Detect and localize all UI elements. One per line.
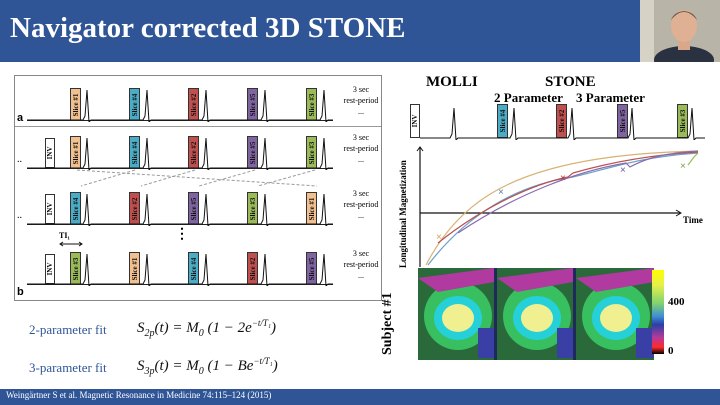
panel-a-label: a (17, 112, 24, 124)
two-parameter-fit-label: 2-parameter fit (29, 322, 107, 337)
inversion-pulse: INV (410, 104, 420, 138)
subject-label: Subject #1 (380, 292, 395, 355)
three-parameter-equation: S3p(t) = M0 (1 − Be−t/T₁) (137, 356, 278, 377)
rest-period-label: rest-period (343, 144, 379, 153)
x-axis-label: Time (683, 215, 703, 225)
rest-period-time: 3 sec (352, 85, 370, 94)
svg-text:×: × (436, 232, 442, 243)
two-parameter-equation: S2p(t) = M0 (1 − 2e−t/T₁) (137, 318, 277, 339)
panel-a: Slice #1 Slice #4 Slice #2 Slice #5 Slic… (15, 76, 381, 127)
sequence-row-a: Slice #1 Slice #4 Slice #2 Slice #5 Slic… (15, 84, 381, 122)
magnetization-curve-plot: × × × × × (416, 146, 699, 267)
three-parameter-fit-label: 3-parameter fit (29, 360, 107, 375)
presenter-webcam (640, 0, 720, 62)
continuation-dots: ... (358, 155, 364, 164)
acquisition-scheme-diagram: Slice #1 Slice #4 Slice #2 Slice #5 Slic… (14, 75, 382, 301)
rest-period-label: rest-period (343, 260, 379, 269)
ecg-trace (27, 253, 333, 286)
t1-maps-image (418, 268, 654, 360)
rest-period-label: rest-period (343, 96, 379, 105)
rest-period-label: rest-period (343, 200, 379, 209)
y-axis-label: Longitudinal Magnetization (398, 160, 408, 268)
colorbar-min-label: 0 (668, 345, 674, 357)
slice-reorder-arrows (76, 169, 318, 187)
citation-text: Weingärtner S et al. Magnetic Resonance … (6, 390, 272, 400)
slide-title: Navigator corrected 3D STONE (10, 12, 406, 44)
sequence-row-b1: .. INV Slice #1 Slice #4 Slice #2 Slice … (15, 132, 381, 170)
svg-text:×: × (560, 173, 566, 184)
continuation-dots: ... (358, 107, 364, 116)
fit-equations: 2-parameter fit S2p(t) = M0 (1 − 2e−t/T₁… (0, 310, 380, 382)
three-parameter-header: 3 Parameter (576, 90, 645, 105)
right-ecg-trace (420, 107, 705, 140)
rest-period-time: 3 sec (352, 249, 370, 258)
ti-arrow (59, 241, 83, 247)
svg-text:×: × (498, 187, 504, 198)
ecg-trace (27, 137, 333, 170)
colorbar-max-label: 400 (668, 296, 685, 308)
leading-dots: .. (17, 154, 22, 165)
continuation-dots: ... (358, 211, 364, 220)
sequence-row-b2: .. INV Slice #4 Slice #2 Slice #5 Slice … (15, 188, 381, 226)
stone-label: STONE (545, 74, 596, 90)
panel-b: .. INV Slice #1 Slice #4 Slice #2 Slice … (15, 128, 381, 300)
rest-period-time: 3 sec (352, 189, 370, 198)
svg-text:×: × (620, 165, 626, 176)
rest-period-time: 3 sec (352, 133, 370, 142)
panel-b-label: b (17, 286, 24, 298)
svg-text:×: × (680, 161, 686, 172)
footer-bar: Weingärtner S et al. Magnetic Resonance … (0, 389, 720, 405)
t1-colorbar (652, 270, 664, 354)
sequence-row-b3: INV Slice #3 Slice #1 Slice #4 Slice #2 … (15, 248, 381, 286)
leading-dots: .. (17, 210, 22, 221)
molli-label: MOLLI (426, 74, 478, 90)
vertical-ellipsis: ⋮ (175, 227, 189, 242)
ti-label: TI₁ (59, 231, 70, 240)
two-parameter-header: 2 Parameter (494, 90, 563, 105)
ecg-trace (27, 193, 333, 226)
ecg-trace (27, 89, 333, 122)
continuation-dots: ... (358, 271, 364, 280)
title-bar: Navigator corrected 3D STONE (0, 0, 720, 62)
